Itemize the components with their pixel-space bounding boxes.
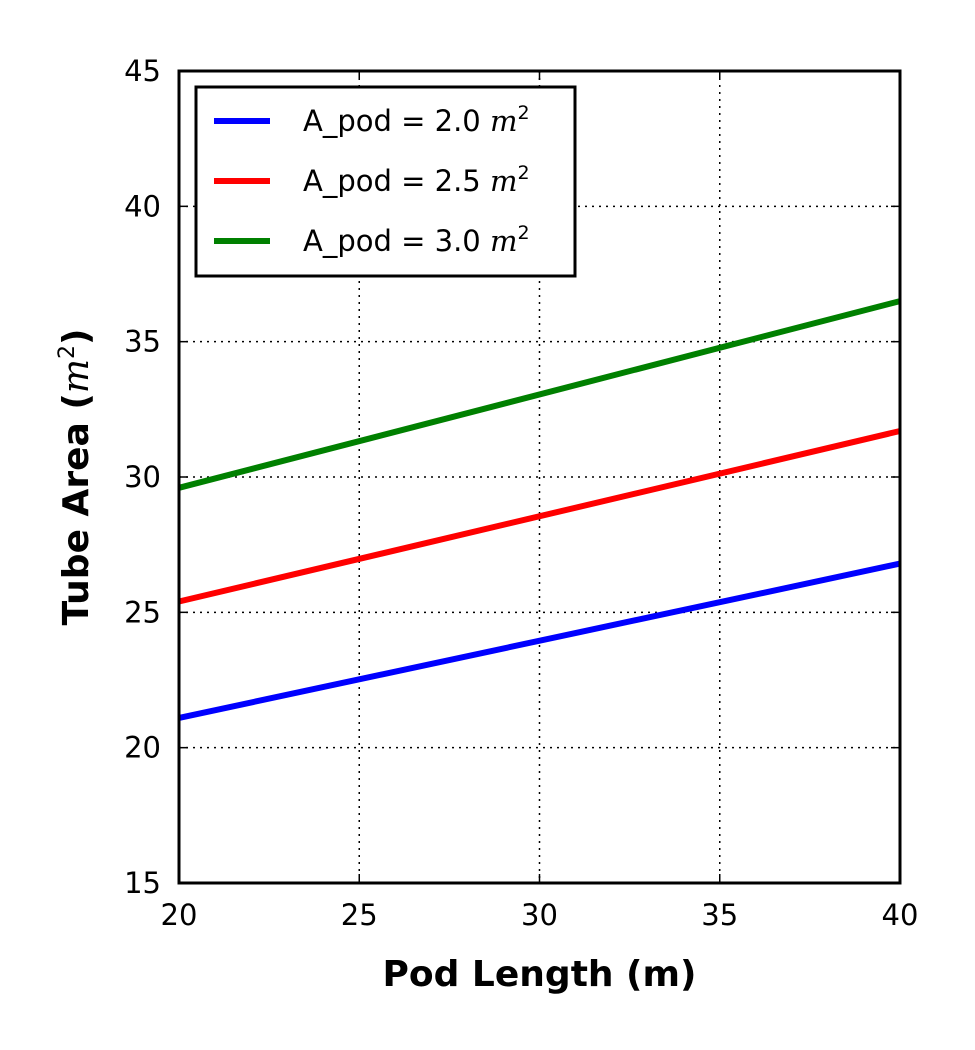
x-tick-label: 40: [882, 898, 919, 932]
y-axis-unit-base: m: [56, 359, 97, 393]
y-axis-title-text: Tube Area (: [56, 393, 97, 625]
y-tick-label: 35: [124, 325, 161, 359]
y-axis-unit-exp: 2: [55, 345, 80, 359]
y-tick-label: 30: [124, 460, 161, 494]
y-tick-label: 25: [124, 595, 161, 629]
y-axis-title-close: ): [56, 329, 97, 345]
legend-entry-3: A_pod = 3.0 m2: [214, 222, 530, 258]
y-tick-label: 45: [124, 54, 161, 88]
legend-label-3-text: A_pod = 3.0: [303, 224, 490, 258]
legend-entry-1: A_pod = 2.0 m2: [214, 102, 530, 138]
legend-label-3: A_pod = 3.0 m2: [303, 222, 530, 258]
series-line-2: [178, 428, 901, 605]
x-tick-label: 30: [521, 898, 558, 932]
series-line-1: [178, 560, 901, 721]
y-axis-title: Tube Area (m2): [55, 329, 97, 626]
legend-label-1: A_pod = 2.0 m2: [303, 102, 530, 138]
legend-label-2-exp: 2: [517, 162, 529, 184]
series-lines: [178, 298, 901, 721]
y-tick-label: 20: [124, 731, 161, 765]
x-axis-title: Pod Length (m): [383, 954, 697, 995]
x-tick-label: 20: [161, 898, 198, 932]
y-tick-label: 40: [124, 189, 161, 223]
legend-label-1-exp: 2: [517, 102, 529, 124]
x-tick-label: 25: [341, 898, 378, 932]
legend-label-1-unit: m: [490, 104, 518, 138]
series-line-3: [178, 298, 901, 491]
legend-label-3-exp: 2: [517, 222, 529, 244]
y-tick-label: 15: [124, 866, 161, 900]
legend-label-2-unit: m: [490, 164, 518, 198]
legend-entry-2: A_pod = 2.5 m2: [214, 162, 530, 198]
legend: A_pod = 2.0 m2 A_pod = 2.5 m2 A_pod = 3.…: [194, 85, 577, 278]
x-tick-label: 35: [701, 898, 738, 932]
legend-label-2: A_pod = 2.5 m2: [303, 162, 530, 198]
legend-label-3-unit: m: [490, 224, 518, 258]
legend-label-1-text: A_pod = 2.0: [303, 104, 490, 138]
legend-label-2-text: A_pod = 2.5: [303, 164, 490, 198]
